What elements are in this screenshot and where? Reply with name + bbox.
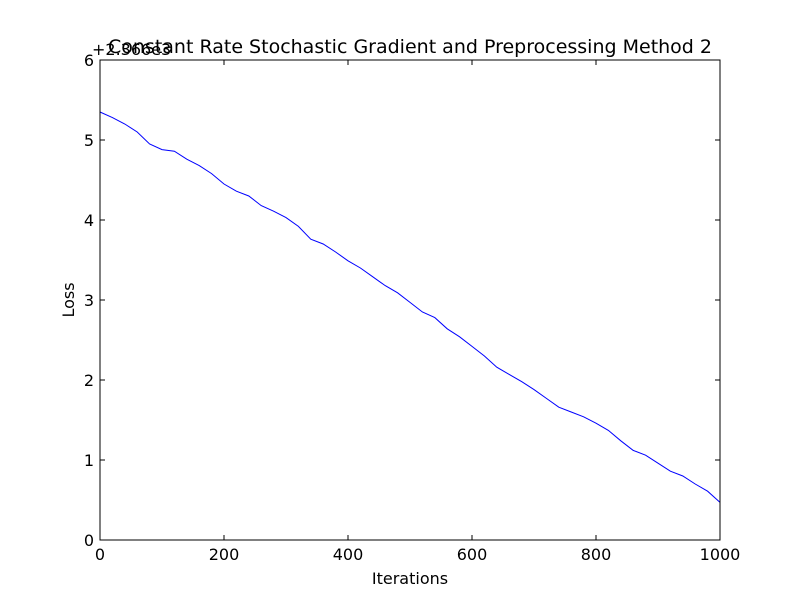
axes-frame [99, 59, 721, 541]
y-tick-label: 6 [84, 51, 94, 70]
x-tick-label: 1000 [700, 545, 741, 564]
plot-area [99, 111, 721, 503]
y-tick-label: 2 [84, 371, 94, 390]
y-tick-label: 5 [84, 131, 94, 150]
y-tick-label: 3 [84, 291, 94, 310]
x-axis-label: Iterations [372, 569, 448, 588]
y-tick-label: 0 [84, 531, 94, 550]
x-tick-label: 200 [209, 545, 240, 564]
x-tick-label: 800 [581, 545, 612, 564]
y-tick-label: 1 [84, 451, 94, 470]
x-tick-label: 0 [95, 545, 105, 564]
x-tick-label: 400 [333, 545, 364, 564]
loss-series-line [99, 111, 721, 503]
y-axis-label: Loss [59, 282, 78, 317]
y-tick-label: 4 [84, 211, 94, 230]
axis-ticks: 0 200 400 600 800 1000 0 1 2 3 4 5 6 [84, 51, 741, 564]
chart-title: Constant Rate Stochastic Gradient and Pr… [108, 36, 712, 58]
x-tick-label: 600 [457, 545, 488, 564]
y-offset-label: +2.366e3 [92, 40, 171, 59]
